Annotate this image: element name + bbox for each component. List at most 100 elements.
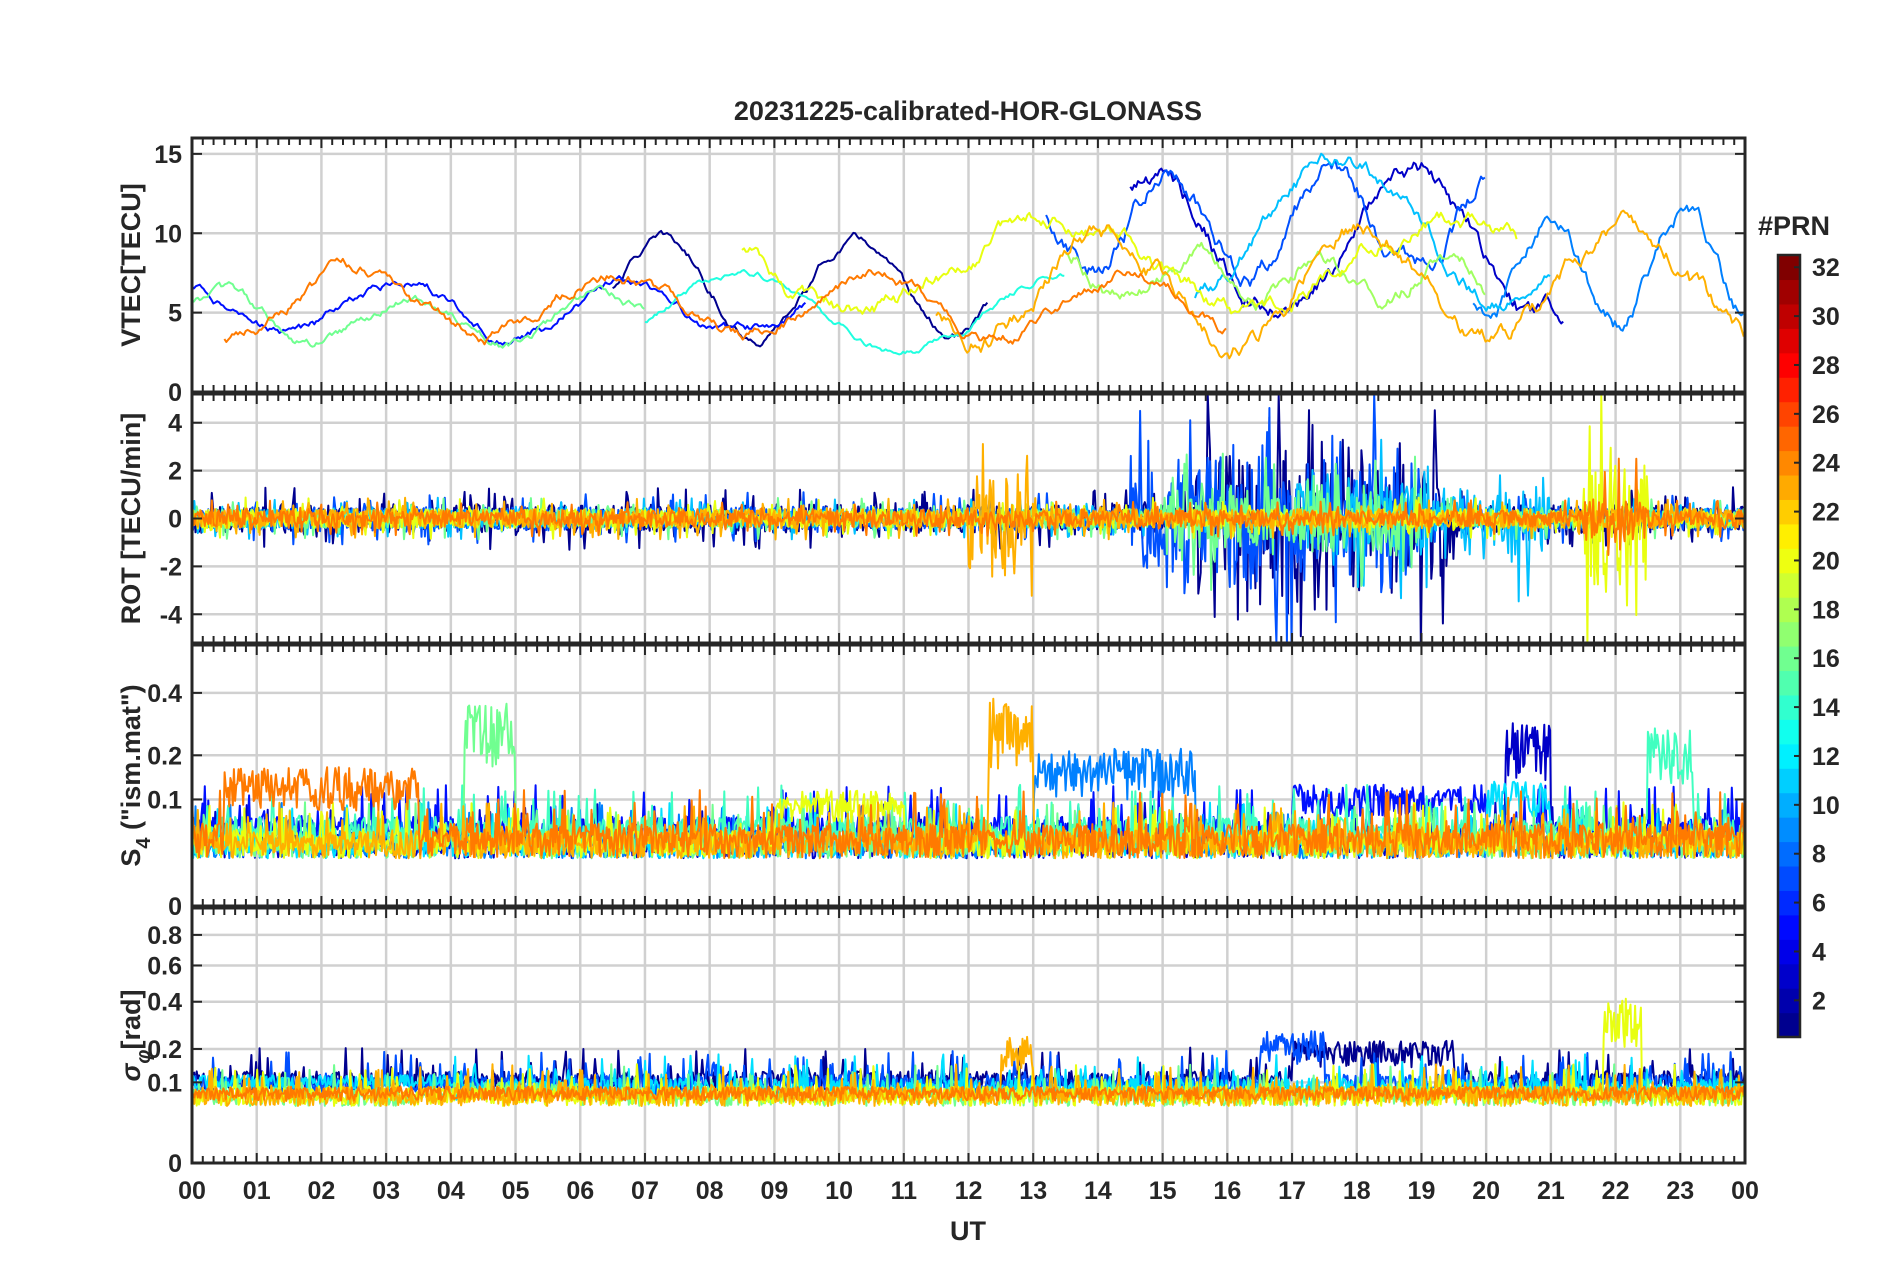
panel-sigma-frame xyxy=(190,906,1747,1165)
colorbar-segment xyxy=(1778,499,1800,525)
y-tick-label: -2 xyxy=(160,553,182,581)
x-tick-label: 03 xyxy=(372,1177,400,1205)
series-prn-11-line xyxy=(1194,152,1551,312)
colorbar-tick-label: 16 xyxy=(1812,645,1840,673)
y-tick-label: 0.2 xyxy=(147,1036,182,1064)
x-tick-label: 00 xyxy=(1731,1177,1759,1205)
colorbar-segment xyxy=(1778,352,1800,378)
colorbar-segment xyxy=(1778,841,1800,867)
y-axis-label-s4: S4 ("ism.mat") xyxy=(116,684,155,866)
y-tick-label: 0.1 xyxy=(147,786,182,814)
series-prn-18-line xyxy=(1065,241,1486,311)
y-axis-label-rest: ("ism.mat") xyxy=(116,684,146,837)
x-tick-label: 11 xyxy=(891,1177,918,1205)
x-tick-label: 22 xyxy=(1602,1177,1630,1205)
colorbar-tick-label: 4 xyxy=(1812,938,1826,966)
colorbar-segment xyxy=(1778,939,1800,965)
y-axis-label-main: σ xyxy=(116,1063,146,1082)
panel-s4-frame xyxy=(190,643,1747,908)
y-tick-label: 2 xyxy=(168,458,182,486)
colorbar-segment xyxy=(1778,743,1800,769)
colorbar-tick-label: 2 xyxy=(1812,987,1826,1015)
y-axis-label-vtec: VTEC[TECU] xyxy=(116,183,146,347)
colorbar-tick-label: 18 xyxy=(1812,596,1840,624)
colorbar-tick-label: 26 xyxy=(1812,401,1840,429)
colorbar-segment xyxy=(1778,890,1800,916)
panel-s4-series xyxy=(192,697,1745,860)
series-prn-4-line xyxy=(192,275,807,346)
colorbar-segment xyxy=(1778,303,1800,329)
colorbar-tick-label: 22 xyxy=(1812,499,1840,527)
x-tick-label: 14 xyxy=(1084,1177,1112,1205)
y-tick-label: 0.4 xyxy=(147,989,182,1017)
colorbar-segment xyxy=(1778,792,1800,818)
panel-vtec-series xyxy=(192,152,1745,360)
colorbar-tick-label: 28 xyxy=(1812,352,1840,380)
colorbar-segment xyxy=(1778,646,1800,672)
colorbar-segment xyxy=(1778,670,1800,696)
colorbar-segment xyxy=(1778,279,1800,305)
series-prn-20-line xyxy=(741,211,1518,315)
colorbar-segment xyxy=(1778,548,1800,574)
x-tick-label: 06 xyxy=(566,1177,594,1205)
colorbar-segment xyxy=(1778,1012,1800,1038)
colorbar-segment xyxy=(1778,988,1800,1014)
x-tick-label: 10 xyxy=(825,1177,853,1205)
colorbar-tick-label: 10 xyxy=(1812,792,1840,820)
x-tick-label: 07 xyxy=(631,1177,659,1205)
colorbar-segment xyxy=(1778,450,1800,476)
colorbar-tick-label: 8 xyxy=(1812,841,1826,869)
colorbar-segment xyxy=(1778,719,1800,745)
y-tick-label: 0.8 xyxy=(147,922,182,950)
y-tick-label: 10 xyxy=(154,220,182,248)
colorbar-segment xyxy=(1778,865,1800,891)
x-axis: UT 00 01 02 03 04 05 06 07 08 09 10 11 12 13 14 15 16 17 1… xyxy=(178,1177,1759,1246)
y-tick-label: 5 xyxy=(168,300,182,328)
x-tick-label: 15 xyxy=(1149,1177,1177,1205)
colorbar-segment xyxy=(1778,694,1800,720)
colorbar-segment xyxy=(1778,963,1800,989)
y-tick-label: 15 xyxy=(154,141,182,169)
colorbar-tick-label: 6 xyxy=(1812,890,1826,918)
colorbar-segment xyxy=(1778,597,1800,623)
y-tick-label: 0 xyxy=(168,893,182,921)
colorbar-segment xyxy=(1778,377,1800,403)
x-tick-label: 17 xyxy=(1278,1177,1306,1205)
series-prn-24-line xyxy=(223,257,1227,346)
series-prn-22-line xyxy=(935,209,1745,360)
series-prn-24-line xyxy=(192,766,1745,860)
series-prn-24-line xyxy=(192,1085,1745,1102)
series-prn-6-line xyxy=(1045,160,1486,288)
panel-vtec-frame xyxy=(190,136,1747,394)
y-axis-label-rot: ROT [TECU/min] xyxy=(116,413,146,624)
colorbar-segment xyxy=(1778,328,1800,354)
y-axis-label-main: S xyxy=(116,849,146,867)
colorbar-segment xyxy=(1778,768,1800,794)
colorbar-segment xyxy=(1778,426,1800,452)
y-axis-label-sub: φ xyxy=(133,1050,155,1064)
colorbar-tick-label: 32 xyxy=(1812,254,1840,282)
panel-sigma-series xyxy=(192,997,1745,1107)
panel-vtec: 0 5 10 15 VTEC[TECU] xyxy=(116,136,1747,407)
series-prn-16-line xyxy=(192,281,645,349)
colorbar-segment xyxy=(1778,523,1800,549)
x-axis-label: UT xyxy=(950,1216,986,1246)
y-tick-label: 4 xyxy=(168,410,182,438)
colorbar-tick-label: 12 xyxy=(1812,743,1840,771)
panel-s4: 00.10.20.4S4 ("ism.mat") xyxy=(116,643,1747,921)
panel-rot-series xyxy=(192,394,1745,643)
colorbar-segment xyxy=(1778,914,1800,940)
series-prn-13-line xyxy=(644,269,1065,356)
y-axis-label-sub: 4 xyxy=(133,837,155,849)
colorbar-tick-label: 30 xyxy=(1812,303,1840,331)
colorbar-segment xyxy=(1778,474,1800,500)
y-tick-label: 0 xyxy=(168,1150,182,1178)
colorbar-tick-label: 14 xyxy=(1812,694,1840,722)
series-prn-8-line xyxy=(1472,204,1744,332)
x-tick-label: 13 xyxy=(1019,1177,1047,1205)
y-tick-label: -4 xyxy=(160,601,182,629)
x-tick-label: 18 xyxy=(1343,1177,1371,1205)
x-tick-label: 12 xyxy=(955,1177,983,1205)
colorbar-tick-label: 24 xyxy=(1812,450,1840,478)
